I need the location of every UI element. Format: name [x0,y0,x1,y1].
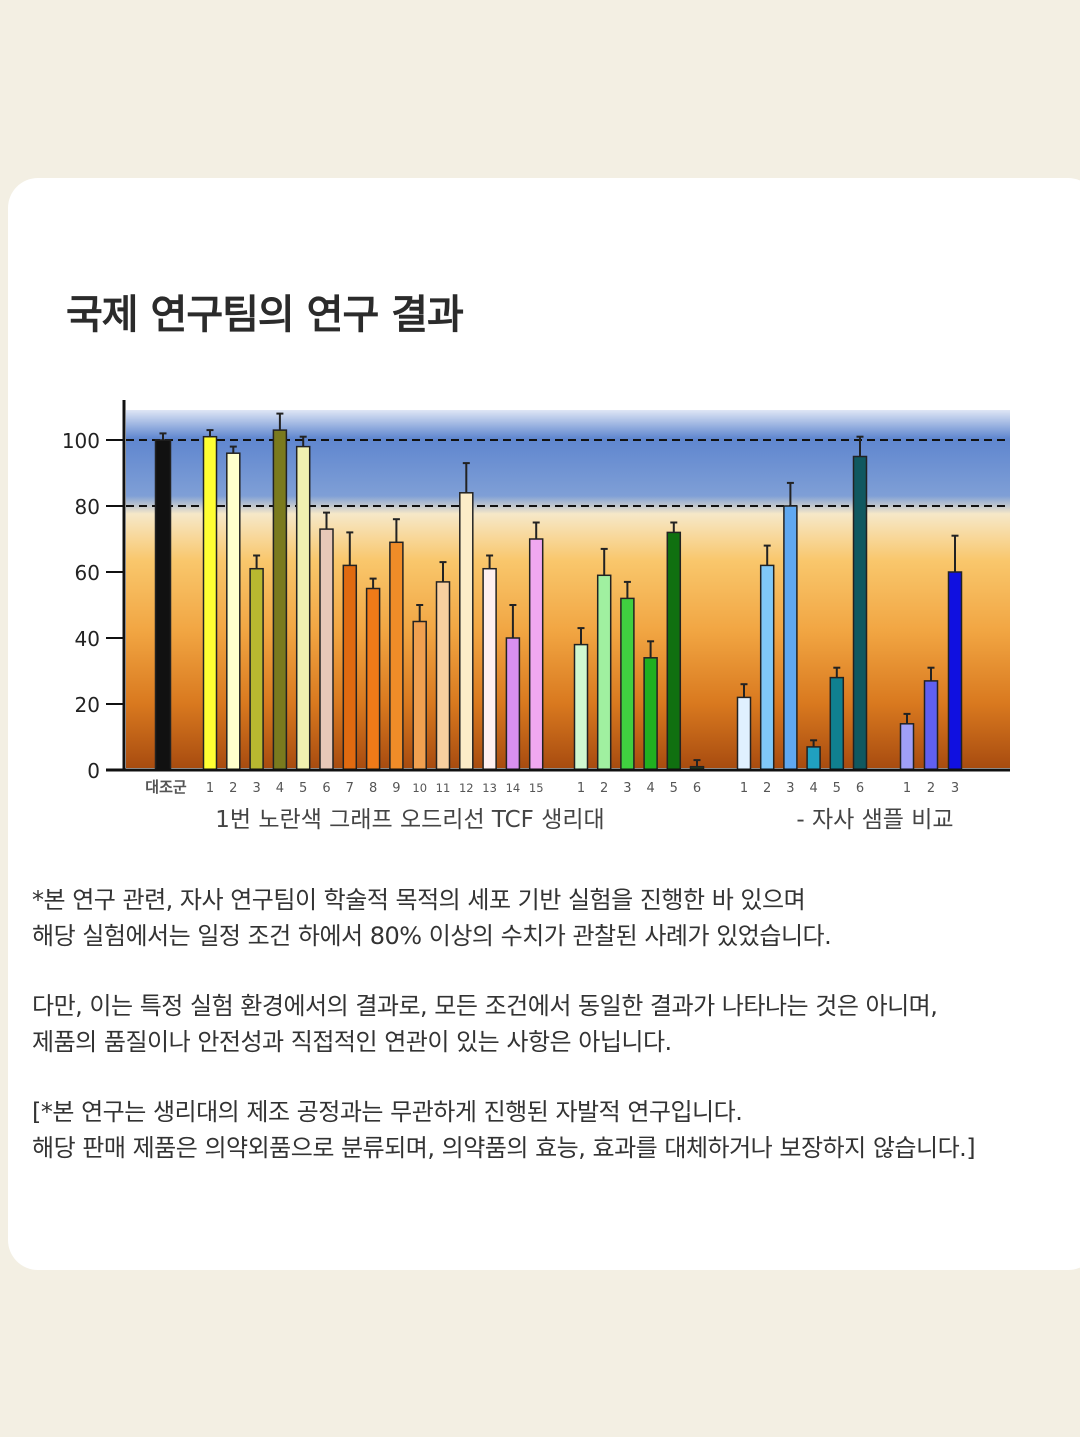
x-tick-label: 2 [927,781,935,796]
x-tick-label: 5 [299,781,307,796]
x-tick-label: 1 [577,781,585,796]
x-tick-label: 4 [809,781,817,796]
x-tick-label: 6 [856,781,864,796]
bar [505,637,521,771]
bar [783,505,798,771]
bar [806,746,821,771]
bar [923,680,939,771]
y-tick-label: 20 [75,693,100,717]
bar [666,531,682,771]
x-tick-label: 4 [646,781,654,796]
x-tick-label: 13 [482,781,497,795]
bar [759,564,775,771]
note-paragraph-3: [*본 연구는 생리대의 제조 공정과는 무관하게 진행된 자발적 연구입니다.… [32,1094,1072,1166]
x-tick-label: 9 [392,781,400,796]
bar [365,587,381,771]
bar [319,528,334,771]
x-tick-label: 3 [951,781,959,796]
bar [389,541,404,771]
x-tick-label: 1 [903,781,911,796]
x-tick-label: 2 [600,781,608,796]
x-tick-label: 15 [529,781,544,795]
bar [573,643,589,771]
x-tick-label: 7 [346,781,354,796]
note-line: [*본 연구는 생리대의 제조 공정과는 무관하게 진행된 자발적 연구입니다. [32,1098,743,1126]
note-paragraph-2: 다만, 이는 특정 실험 환경에서의 결과로, 모든 조건에서 동일한 결과가 … [32,988,1072,1060]
bar [596,574,612,771]
note-line: 다만, 이는 특정 실험 환경에서의 결과로, 모든 조건에서 동일한 결과가 … [32,992,938,1020]
x-tick-label: 4 [276,781,284,796]
group-label: 1번 노란색 그래프 오드리선 TCF 생리대 [215,807,604,833]
bar [736,696,752,771]
x-tick-label: 2 [763,781,771,796]
bar [528,538,544,771]
bar [852,455,868,771]
bar [202,435,218,771]
x-tick-label: 6 [322,781,330,796]
y-tick-label: 100 [62,429,100,453]
x-tick-label: 대조군 [145,778,187,796]
x-tick-label: 3 [623,781,631,796]
x-tick-label: 1 [206,781,214,796]
y-tick-label: 80 [75,495,100,519]
bar [643,657,658,771]
bar [154,439,172,771]
x-tick-label: 6 [693,781,701,796]
bar [412,620,427,771]
note-line: 제품의 품질이나 안전성과 직접적인 연관이 있는 사항은 아닙니다. [32,1028,672,1056]
bar [249,567,264,771]
x-tick-label: 14 [506,781,521,795]
x-tick-label: 5 [833,781,841,796]
bar [620,597,635,771]
bar [482,567,497,771]
x-tick-label: 11 [436,781,451,795]
bar [435,581,451,771]
x-tick-label: 3 [252,781,260,796]
note-line: 해당 판매 제품은 의약외품으로 분류되며, 의약품의 효능, 효과를 대체하거… [32,1134,976,1162]
y-tick-label: 40 [75,627,100,651]
bar [226,452,241,771]
bar [295,445,311,771]
x-tick-label: 3 [786,781,794,796]
x-tick-label: 5 [670,781,678,796]
note-paragraph-1: *본 연구 관련, 자사 연구팀이 학술적 목적의 세포 기반 실험을 진행한 … [32,882,1072,954]
x-tick-label: 8 [369,781,377,796]
x-tick-label: 1 [740,781,748,796]
group-label: - 자사 샘플 비교 [796,807,953,833]
y-tick-label: 0 [87,759,100,783]
note-line: *본 연구 관련, 자사 연구팀이 학술적 목적의 세포 기반 실험을 진행한 … [32,886,806,914]
bar [272,429,288,771]
x-tick-label: 12 [459,781,474,795]
note-line: 해당 실험에서는 일정 조건 하에서 80% 이상의 수치가 관찰된 사례가 있… [32,922,832,950]
bar [829,676,845,771]
x-tick-label: 10 [412,781,427,795]
bar [459,492,474,771]
y-tick-label: 60 [75,561,100,585]
bar [947,571,963,771]
x-tick-label: 2 [229,781,237,796]
bar [899,723,915,771]
bar [342,564,358,771]
notes-section: *본 연구 관련, 자사 연구팀이 학술적 목적의 세포 기반 실험을 진행한 … [32,882,1072,1200]
page-title: 국제 연구팀의 연구 결과 [66,292,464,338]
